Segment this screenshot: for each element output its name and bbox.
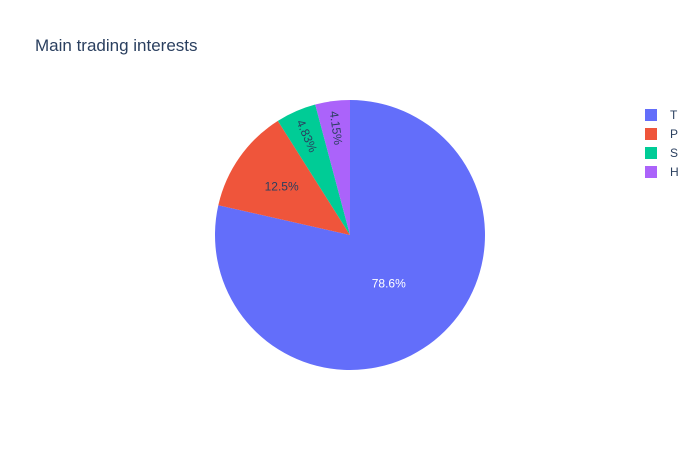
pie-slice-labels: 78.6%12.5%4.83% 4.15% [265,110,407,290]
pie-label-h: 4.15% [327,110,345,146]
legend-swatch-p[interactable] [645,128,657,140]
pie-slice-s[interactable] [277,104,350,235]
legend-swatch-s[interactable] [645,147,657,159]
legend-label-t[interactable]: T [670,108,678,122]
chart-title: Main trading interests [35,36,198,55]
pie-label-p: 12.5% [265,180,299,194]
legend-swatch-t[interactable] [645,109,657,121]
pie-label-t: 78.6% [372,277,406,291]
pie-slice-h[interactable] [315,100,350,235]
legend-swatch-h[interactable] [645,166,657,178]
pie-slice-p[interactable] [218,120,350,235]
legend-label-p[interactable]: P [670,127,678,141]
legend-label-s[interactable]: S [670,146,678,160]
pie-slice-t[interactable] [214,100,485,370]
legend-label-h[interactable]: H [670,165,679,179]
pie-slices [214,100,485,370]
